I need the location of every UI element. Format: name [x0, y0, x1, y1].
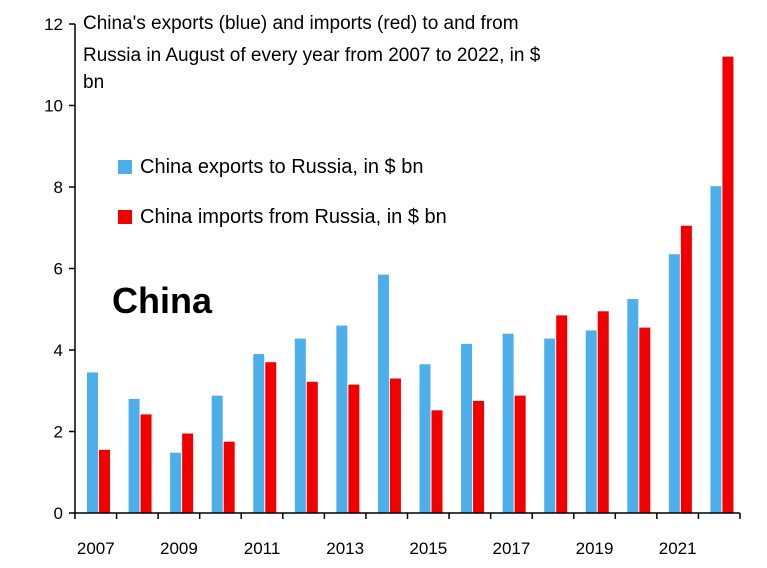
export-bar-2017 [502, 333, 514, 513]
import-bar-2012 [306, 381, 318, 513]
import-bar-2013 [348, 384, 360, 513]
import-bar-2008 [140, 414, 152, 513]
export-bar-2007 [87, 372, 98, 513]
export-bar-2019 [585, 330, 597, 513]
y-tick-label: 6 [54, 260, 63, 279]
import-bar-2017 [514, 395, 526, 513]
x-tick-label: 2013 [326, 539, 364, 558]
export-bar-2022 [710, 186, 722, 513]
y-tick-label: 2 [54, 423, 63, 442]
export-bar-2016 [461, 343, 473, 513]
x-tick-label: 2011 [244, 539, 281, 558]
export-bar-2014 [377, 274, 389, 513]
x-tick-label: 2021 [659, 539, 697, 558]
legend-swatch-exports [118, 160, 132, 174]
y-tick-label: 0 [54, 504, 63, 523]
country-label: China [112, 280, 213, 321]
y-tick-label: 4 [54, 341, 63, 360]
x-tick-label: 2009 [160, 539, 198, 558]
export-bar-2011 [253, 354, 265, 513]
x-tick-label: 2017 [492, 539, 530, 558]
x-tick-label: 2019 [576, 539, 614, 558]
export-bar-2015 [419, 364, 431, 513]
export-bar-2012 [294, 338, 306, 513]
bars [87, 56, 734, 514]
import-bar-2015 [431, 410, 443, 513]
y-tick-label: 10 [44, 97, 63, 116]
import-bar-2010 [223, 441, 235, 513]
legend: China exports to Russia, in $ bn China i… [118, 156, 447, 228]
export-bar-2013 [336, 325, 348, 513]
x-axis: 2007 2009 2011 2013 2015 2017 2019 2021 [74, 512, 741, 558]
export-bar-2018 [544, 338, 556, 513]
title-line-2: Russia in August of every year from 2007… [83, 45, 541, 66]
legend-label-exports: China exports to Russia, in $ bn [140, 156, 424, 178]
x-tick-label: 2015 [409, 539, 447, 558]
y-tick-label: 8 [54, 178, 63, 197]
title-line-3: bn [83, 72, 104, 93]
legend-swatch-imports [118, 210, 132, 224]
import-bar-2007 [99, 449, 110, 513]
title-line-1: China's exports (blue) and imports (red)… [83, 13, 519, 34]
import-bar-2016 [473, 400, 485, 513]
export-bar-2021 [668, 254, 680, 514]
export-bar-2009 [170, 452, 182, 513]
import-bar-2022 [722, 56, 734, 513]
import-bar-2011 [265, 362, 277, 513]
export-bar-2020 [627, 299, 639, 513]
import-bar-2019 [597, 311, 609, 513]
legend-label-imports: China imports from Russia, in $ bn [140, 206, 447, 228]
chart-title: China's exports (blue) and imports (red)… [83, 13, 541, 93]
import-bar-2009 [182, 433, 194, 513]
y-tick-label: 12 [44, 15, 63, 34]
import-bar-2021 [680, 225, 692, 513]
import-bar-2014 [389, 378, 401, 513]
y-axis: 0 2 4 6 8 10 12 [44, 15, 76, 523]
import-bar-2020 [639, 327, 651, 513]
x-tick-label: 2007 [77, 539, 115, 558]
export-bar-2010 [211, 395, 223, 513]
import-bar-2018 [556, 315, 568, 513]
export-bar-2008 [128, 398, 140, 513]
